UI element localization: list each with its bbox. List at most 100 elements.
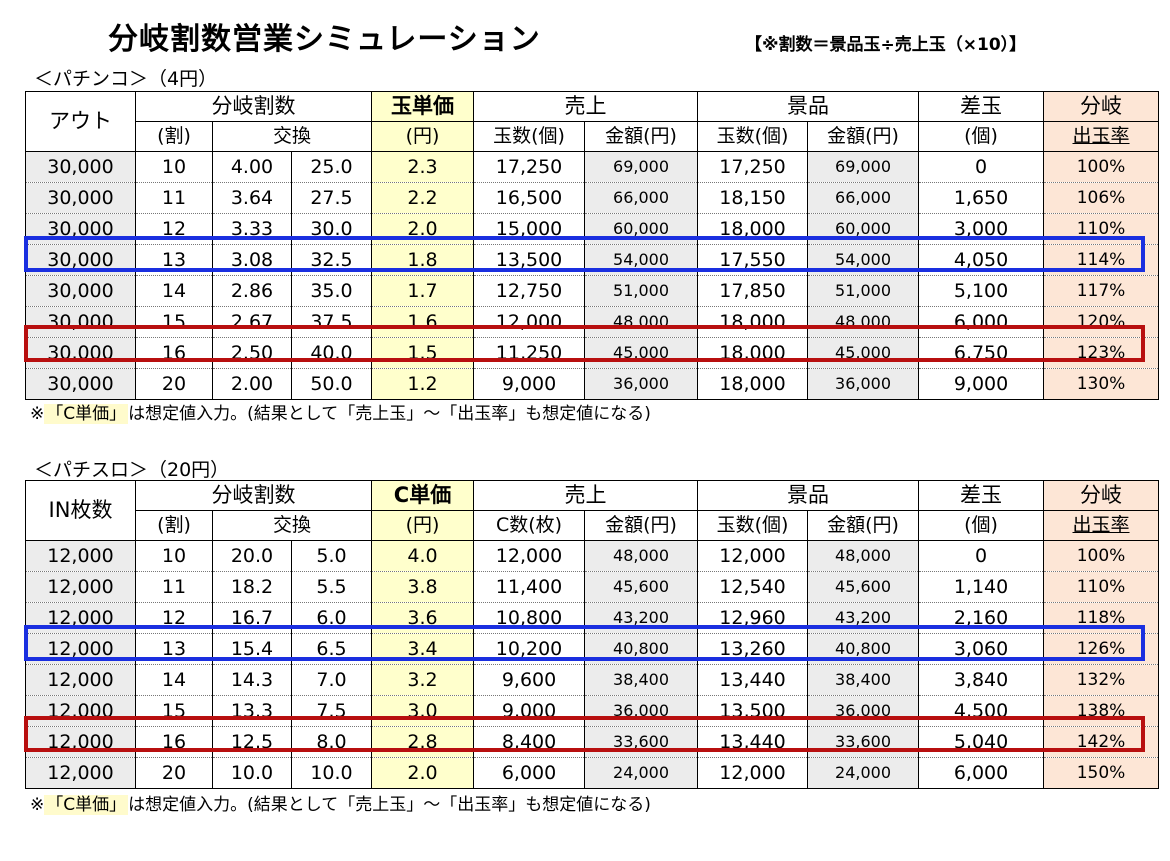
cell-keihin-count: 12,000 [697, 757, 809, 789]
cell-koukan-price: 27.5 [290, 182, 373, 214]
header-sadama: 差玉 [918, 91, 1045, 122]
cell-keihin-amount: 48,000 [807, 540, 920, 572]
header-rate-top: 分岐 [1043, 480, 1160, 511]
cell-out: 30,000 [25, 182, 136, 214]
table-row: 12,000 10 20.0 5.0 4.0 12,000 48,000 12,000 48,0… [25, 540, 1160, 572]
cell-sadama: 0 [918, 540, 1045, 572]
pachislot-note: ※ 「C単価」 は想定値入力。(結果として「売上玉」～「出玉率」も想定値になる) [30, 790, 651, 815]
cell-koukan-price: 50.0 [290, 368, 373, 400]
table-row: 30,000 20 2.00 50.0 1.2 9,000 36,000 18,000 36,0… [25, 368, 1160, 400]
cell-out: 30,000 [25, 151, 136, 183]
header-sadama-sub: (個) [918, 510, 1045, 541]
cell-keihin-count: 18,150 [697, 182, 809, 214]
cell-uriage-count: 12,000 [473, 540, 586, 572]
cell-koukan-rate: 4.00 [212, 151, 292, 183]
header-uriage-amount: 金額(円) [584, 510, 699, 541]
cell-koukan-rate: 2.67 [212, 306, 292, 338]
cell-koukan-price: 8.0 [290, 726, 373, 758]
cell-keihin-amount: 66,000 [807, 182, 920, 214]
cell-keihin-amount: 38,400 [807, 664, 920, 696]
cell-rate: 110% [1043, 571, 1160, 603]
cell-wari: 15 [135, 695, 213, 727]
header-unit-price-sub: (円) [371, 510, 475, 541]
cell-keihin-count: 18,000 [697, 368, 809, 400]
cell-uriage-amount: 66,000 [584, 182, 699, 214]
note-text: は想定値入力。(結果として「売上玉」～「出玉率」も想定値になる) [128, 404, 651, 424]
highlight-red-box [24, 325, 1145, 362]
header-unit-price-sub: (円) [371, 121, 475, 152]
cell-uriage-amount: 48,000 [584, 540, 699, 572]
cell-koukan-price: 35.0 [290, 275, 373, 307]
header-unit-price: 玉単価 [371, 91, 475, 122]
cell-uriage-count: 9,000 [473, 368, 586, 400]
header-keihin-amount: 金額(円) [807, 510, 920, 541]
cell-unit-price: 1.5 [371, 337, 475, 369]
header-out: アウト [25, 91, 136, 152]
cell-koukan-price: 25.0 [290, 151, 373, 183]
cell-sadama: 6,000 [918, 757, 1045, 789]
cell-keihin-count: 12,540 [697, 571, 809, 603]
cell-unit-price: 1.2 [371, 368, 475, 400]
cell-uriage-count: 6,000 [473, 757, 586, 789]
cell-keihin-count: 13,500 [697, 695, 809, 727]
cell-keihin-amount: 51,000 [807, 275, 920, 307]
cell-wari: 20 [135, 757, 213, 789]
cell-uriage-amount: 69,000 [584, 151, 699, 183]
cell-unit-price: 3.8 [371, 571, 475, 603]
cell-uriage-count: 11,400 [473, 571, 586, 603]
pachinko-note: ※ 「C単価」 は想定値入力。(結果として「売上玉」～「出玉率」も想定値になる) [30, 399, 651, 424]
cell-keihin-count: 17,250 [697, 151, 809, 183]
cell-uriage-count: 8,400 [473, 726, 586, 758]
cell-rate: 132% [1043, 664, 1160, 696]
header-uriage: 売上 [473, 480, 699, 511]
cell-keihin-count: 13,440 [697, 726, 809, 758]
header-in-count: IN枚数 [25, 480, 136, 541]
table-row: 12,000 11 18.2 5.5 3.8 11,400 45,600 12,540 45,6… [25, 571, 1160, 603]
cell-uriage-count: 16,500 [473, 182, 586, 214]
pachislot-table: IN枚数 分岐割数 C単価 売上 景品 差玉 分岐 (割) 交換 (円) C数(… [25, 480, 1160, 789]
cell-keihin-count: 12,000 [697, 540, 809, 572]
cell-uriage-amount: 24,000 [584, 757, 699, 789]
cell-keihin-amount: 24,000 [807, 757, 920, 789]
header-keihin-amount: 金額(円) [807, 121, 920, 152]
cell-koukan-rate: 3.64 [212, 182, 292, 214]
cell-koukan-rate: 18.2 [212, 571, 292, 603]
cell-keihin-amount: 69,000 [807, 151, 920, 183]
cell-koukan-rate: 2.86 [212, 275, 292, 307]
cell-keihin-amount: 45,600 [807, 571, 920, 603]
cell-uriage-amount: 45,000 [584, 337, 699, 369]
header-bunki-warisu: 分岐割数 [134, 91, 373, 122]
cell-keihin-amount: 48,000 [807, 306, 920, 338]
cell-sadama: 6,750 [918, 337, 1045, 369]
table-row: 30,000 10 4.00 25.0 2.3 17,250 69,000 17,250 69,… [25, 151, 1160, 183]
table-row: 12,000 14 14.3 7.0 3.2 9,600 38,400 13,440 38,40… [25, 664, 1160, 696]
cell-uriage-amount: 51,000 [584, 275, 699, 307]
header-wari: (割) [135, 510, 213, 541]
note-highlight: 「C単価」 [44, 404, 129, 424]
cell-uriage-count: 12,000 [473, 306, 586, 338]
cell-koukan-rate: 10.0 [212, 757, 292, 789]
cell-rate: 130% [1043, 368, 1160, 400]
pachislot-table-body: 12,000 10 20.0 5.0 4.0 12,000 48,000 12,000 48,0… [25, 540, 1160, 789]
cell-sadama: 3,840 [918, 664, 1045, 696]
highlight-blue-box [24, 236, 1145, 272]
cell-koukan-price: 10.0 [290, 757, 373, 789]
cell-uriage-count: 11,250 [473, 337, 586, 369]
cell-rate: 106% [1043, 182, 1160, 214]
cell-rate: 100% [1043, 540, 1160, 572]
header-keihin-count: 玉数(個) [697, 510, 809, 541]
cell-sadama: 0 [918, 151, 1045, 183]
cell-out: 30,000 [25, 337, 136, 369]
cell-wari: 20 [135, 368, 213, 400]
header-rate-top: 分岐 [1043, 91, 1160, 122]
cell-unit-price: 4.0 [371, 540, 475, 572]
cell-unit-price: 2.3 [371, 151, 475, 183]
header-sadama-sub: (個) [918, 121, 1045, 152]
cell-keihin-count: 13,440 [697, 664, 809, 696]
cell-rate: 142% [1043, 726, 1160, 758]
highlight-blue-box [24, 625, 1145, 661]
note-prefix: ※ [30, 795, 45, 815]
cell-koukan-price: 40.0 [290, 337, 373, 369]
table-row: 12,000 20 10.0 10.0 2.0 6,000 24,000 12,000 24,0… [25, 757, 1160, 789]
cell-uriage-amount: 36,000 [584, 695, 699, 727]
